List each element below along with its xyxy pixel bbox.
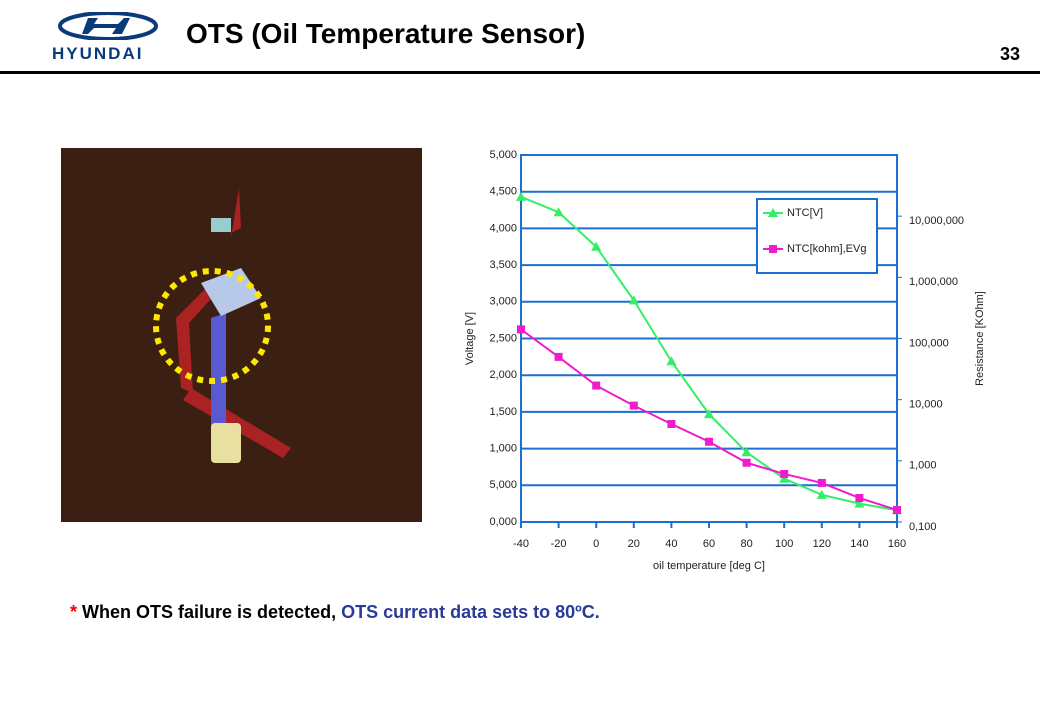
marker (741, 447, 752, 457)
y-tick-label: 5,000 (489, 149, 517, 161)
y-tick-label: 0,000 (489, 516, 517, 528)
x-tick-label: -20 (551, 538, 567, 550)
marker (893, 506, 901, 515)
y-tick-label: 1,000 (489, 443, 517, 455)
footnote: * When OTS failure is detected, OTS curr… (70, 602, 600, 623)
note-highlight: OTS current data sets to 80ºC. (341, 602, 600, 622)
y-tick-label: 5,000 (489, 479, 517, 491)
x-axis-label: oil temperature [deg C] (653, 560, 765, 572)
y-axis-label: Voltage [V] (464, 312, 476, 365)
marker (816, 489, 827, 499)
y-tick-label: 2,000 (489, 369, 517, 381)
sensor-image (61, 148, 422, 522)
brand: HYUNDAI (52, 12, 158, 64)
x-tick-label: 140 (850, 538, 868, 550)
y2-tick-label: 10,000 (909, 399, 943, 411)
marker (516, 191, 526, 201)
marker (628, 295, 639, 305)
legend-label: NTC[kohm],EVg (787, 243, 866, 255)
x-tick-label: 80 (740, 538, 752, 550)
legend-marker (768, 208, 778, 217)
marker (780, 469, 789, 478)
marker (554, 352, 563, 361)
marker (779, 473, 790, 483)
legend-label: NTC[V] (787, 207, 823, 219)
marker (591, 241, 602, 251)
y2-axis-label: Resistance [KOhm] (974, 291, 986, 386)
x-tick-label: 20 (628, 538, 640, 550)
marker (855, 493, 864, 502)
marker (704, 409, 714, 419)
y2-tick-label: 1,000 (909, 460, 937, 472)
marker (517, 325, 525, 334)
marker (553, 207, 564, 217)
marker (666, 356, 677, 366)
x-tick-label: -40 (513, 538, 529, 550)
note-mark: * (70, 602, 78, 622)
x-tick-label: 100 (775, 538, 793, 550)
legend-marker (769, 245, 777, 253)
y2-tick-label: 1,000,000 (909, 276, 958, 288)
brand-name: HYUNDAI (52, 44, 144, 63)
chart: 0,000 5,000 1,000 1,500 2,000 2,500 3,000 3,500… (464, 149, 986, 572)
y-tick-label: 2,500 (489, 332, 517, 344)
marker (742, 458, 751, 467)
x-tick-label: 120 (813, 538, 831, 550)
y-tick-label: 3,500 (489, 259, 517, 271)
y2-tick-label: 0,100 (909, 521, 937, 533)
x-tick-label: 60 (703, 538, 715, 550)
y-tick-label: 4,500 (489, 186, 517, 198)
y2-tick-label: 10,000,000 (909, 215, 964, 227)
marker (592, 381, 601, 390)
header-rule (0, 71, 1040, 74)
page-number: 33 (999, 44, 1020, 64)
marker (667, 420, 676, 429)
marker (705, 437, 713, 446)
y-tick-label: 3,000 (489, 296, 517, 308)
y-tick-label: 1,500 (489, 406, 517, 418)
slide-title: OTS (Oil Temperature Sensor) (186, 18, 586, 49)
y2-tick-label: 100,000 (909, 337, 949, 349)
x-tick-label: 160 (888, 538, 906, 550)
note-text: When OTS failure is detected, (82, 602, 337, 622)
logo (58, 12, 158, 40)
x-tick-label: 0 (593, 538, 599, 550)
x-tick-label: 40 (665, 538, 677, 550)
marker (629, 401, 638, 410)
marker (817, 478, 826, 487)
y-tick-label: 4,000 (489, 222, 517, 234)
marker (854, 498, 865, 508)
legend-box (756, 198, 878, 274)
